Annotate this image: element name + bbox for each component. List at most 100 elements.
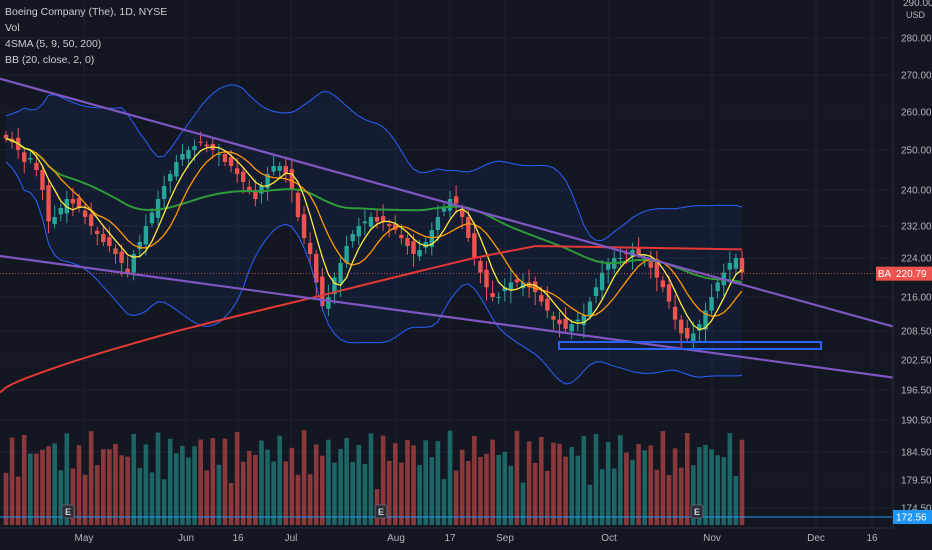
volume-bar	[691, 465, 696, 525]
volume-bar	[411, 445, 416, 525]
candle-body	[28, 158, 33, 160]
candle-body	[131, 254, 136, 273]
volume-bar	[125, 456, 130, 525]
candle-body	[271, 166, 276, 172]
volume-bar	[28, 453, 33, 525]
candle-body	[192, 146, 197, 150]
candle-body	[496, 297, 501, 298]
candle-body	[307, 242, 313, 254]
volume-bar	[52, 443, 57, 525]
time-tick-label: Oct	[601, 533, 617, 544]
volume-bar	[332, 462, 337, 525]
candle-body	[320, 276, 325, 307]
price-tick-label: 260.00	[901, 108, 932, 119]
candle-body	[22, 152, 27, 162]
volume-bar	[107, 449, 112, 525]
volume-bar	[660, 431, 666, 525]
candle-body	[107, 237, 112, 246]
candle-body	[101, 234, 106, 242]
candle-body	[137, 242, 143, 250]
price-tick-label: 190.50	[901, 416, 932, 427]
volume-bar	[678, 467, 684, 525]
candle-body	[484, 269, 489, 288]
volume-bar	[204, 470, 210, 525]
candle-body	[727, 262, 733, 270]
lower-trendline	[0, 254, 894, 379]
volume-bar	[478, 456, 483, 525]
price-tags: BA 220.79 172.56	[876, 266, 932, 524]
candle-body	[508, 282, 514, 291]
volume-bar	[113, 443, 118, 525]
candle-body	[380, 216, 386, 222]
candle-body	[143, 226, 149, 245]
volume-bar	[386, 460, 392, 525]
trendline-drawings[interactable]	[0, 77, 894, 518]
candle-body	[253, 190, 258, 199]
price-tick-label: 270.00	[901, 71, 932, 82]
earnings-marker-label: E	[694, 507, 700, 517]
last-price-label: 220.79	[896, 269, 927, 280]
candle-body	[113, 248, 118, 254]
candle-body	[216, 154, 222, 155]
volume-bar	[721, 457, 727, 525]
volume-bar	[94, 465, 100, 525]
candle-body	[3, 134, 9, 139]
volume-bar	[642, 450, 647, 525]
legend-sma[interactable]: 4SMA (5, 9, 50, 200)	[5, 38, 102, 50]
candle-body	[599, 272, 605, 291]
sma-9-line	[5, 137, 743, 317]
volume-bar	[9, 437, 15, 525]
candle-body	[405, 238, 410, 246]
volume-bar	[569, 447, 574, 525]
sma-200-line	[0, 245, 743, 394]
legend-bollinger[interactable]: BB (20, close, 2, 0)	[5, 54, 95, 66]
candle-body	[125, 268, 130, 273]
candle-body	[703, 310, 708, 330]
candle-body	[709, 297, 714, 311]
volume-bar	[137, 468, 143, 525]
volume-bar	[271, 461, 276, 525]
candlesticks	[3, 127, 745, 349]
volume-bar	[636, 443, 641, 525]
volume-bar	[502, 451, 508, 525]
candle-body	[660, 280, 666, 288]
price-tick-label: 240.00	[901, 186, 932, 197]
earnings-marker	[61, 504, 75, 519]
time-axis[interactable]: May Jun 16 Jul Aug 17 Sep Oct Nov Dec 16	[0, 527, 932, 550]
volume-bar	[259, 440, 264, 525]
candle-body	[34, 162, 39, 170]
candle-body	[295, 192, 301, 217]
reference-price-label: 172.56	[896, 513, 927, 524]
volume-bar	[709, 449, 714, 525]
volume-bar	[581, 436, 587, 525]
volume-bar	[405, 440, 410, 525]
legend-volume[interactable]: Vol	[5, 22, 20, 34]
candle-body	[356, 226, 361, 237]
volume-bar	[727, 433, 733, 525]
volume-bar	[119, 455, 124, 525]
time-tick-label: May	[75, 533, 94, 544]
legend-title[interactable]: Boeing Company (The), 1D, NYSE	[5, 6, 168, 18]
candle-body	[283, 166, 289, 174]
earnings-marker	[374, 504, 388, 519]
volume-bar	[563, 456, 568, 525]
candle-body	[435, 217, 441, 230]
candle-body	[76, 198, 82, 208]
candle-body	[447, 199, 453, 211]
time-tick-label: Sep	[496, 533, 514, 544]
volume-bar	[356, 444, 362, 525]
volume-bar	[472, 436, 477, 525]
volume-bar	[234, 432, 240, 525]
candle-body	[569, 324, 574, 332]
volume-bar	[240, 461, 246, 525]
volume-bar	[228, 482, 234, 525]
volume-bar	[216, 464, 222, 525]
volume-bar	[295, 474, 301, 525]
volume-bar	[362, 463, 368, 525]
price-tick-label: 224.00	[901, 254, 932, 265]
volume-bar	[490, 439, 495, 525]
last-price-tag	[893, 266, 932, 281]
candle-body	[198, 141, 203, 143]
